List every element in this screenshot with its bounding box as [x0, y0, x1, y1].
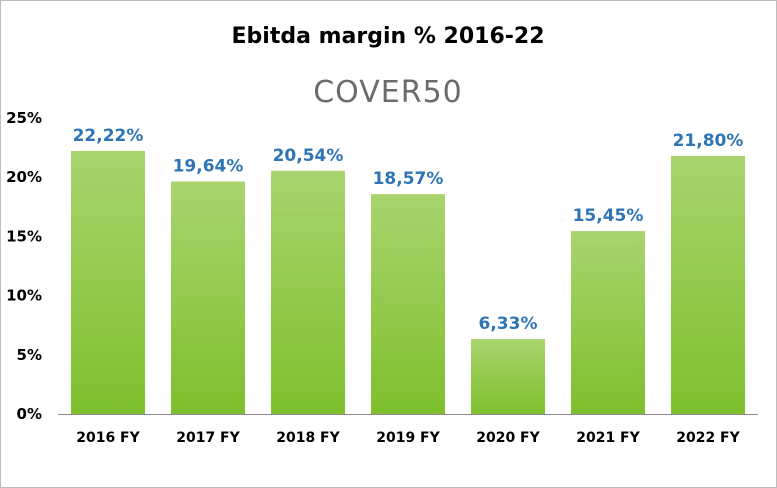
y-tick-label: 0%: [17, 405, 42, 423]
data-label: 15,45%: [573, 206, 644, 226]
data-label: 20,54%: [273, 146, 344, 166]
bar: [271, 170, 345, 414]
x-tick-label: 2019 FY: [376, 430, 440, 446]
x-tick-label: 2016 FY: [76, 430, 140, 446]
bar: [371, 194, 445, 414]
x-tick-label: 2018 FY: [276, 430, 340, 446]
bar: [571, 231, 645, 414]
x-tick-label: 2021 FY: [576, 430, 640, 446]
chart-subtitle-logo: COVER50: [313, 75, 463, 110]
bar: [471, 339, 545, 414]
x-tick-label: 2020 FY: [476, 430, 540, 446]
data-label: 19,64%: [173, 156, 244, 176]
x-tick-label: 2017 FY: [176, 430, 240, 446]
bar: [671, 155, 745, 414]
x-tick-label: 2022 FY: [676, 430, 740, 446]
bar: [71, 150, 145, 414]
data-label: 22,22%: [73, 126, 144, 146]
y-tick-label: 10%: [6, 287, 42, 305]
y-tick-label: 20%: [6, 168, 42, 186]
y-tick-label: 15%: [6, 227, 42, 245]
chart-title: Ebitda margin % 2016-22: [232, 24, 545, 49]
data-label: 21,80%: [673, 131, 744, 151]
y-tick-label: 5%: [17, 346, 42, 364]
y-tick-label: 25%: [6, 109, 42, 127]
bar: [171, 181, 245, 414]
data-label: 6,33%: [479, 314, 538, 334]
data-label: 18,57%: [373, 169, 444, 189]
